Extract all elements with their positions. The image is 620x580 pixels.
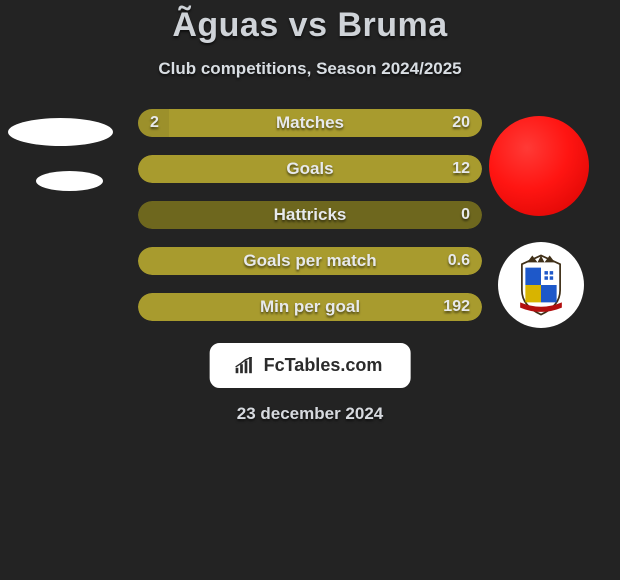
stat-bar: Min per goal192 xyxy=(138,293,482,321)
bar-chart-icon xyxy=(234,357,256,375)
stat-left-value: 2 xyxy=(150,109,159,137)
stat-bars: Matches220Goals12Hattricks0Goals per mat… xyxy=(138,109,482,339)
stat-bar: Matches220 xyxy=(138,109,482,137)
stat-right-value: 0 xyxy=(461,201,470,229)
stat-bar: Goals per match0.6 xyxy=(138,247,482,275)
player-right-ball xyxy=(489,116,589,216)
infographic-date: 23 december 2024 xyxy=(0,404,620,424)
player-right-crest-wrap xyxy=(498,242,584,328)
stat-right-value: 20 xyxy=(452,109,470,137)
stat-bar: Hattricks0 xyxy=(138,201,482,229)
fctables-label: FcTables.com xyxy=(264,355,383,376)
stat-bar: Goals12 xyxy=(138,155,482,183)
fctables-badge: FcTables.com xyxy=(210,343,411,388)
stat-right-value: 12 xyxy=(452,155,470,183)
page-subtitle: Club competitions, Season 2024/2025 xyxy=(0,59,620,79)
player-left-badge-1 xyxy=(8,118,113,146)
club-crest-icon xyxy=(512,252,570,318)
stat-right-value: 192 xyxy=(443,293,470,321)
page-title: Ãguas vs Bruma xyxy=(0,0,620,45)
player-left-badge-2 xyxy=(36,171,103,191)
stat-right-value: 0.6 xyxy=(448,247,470,275)
